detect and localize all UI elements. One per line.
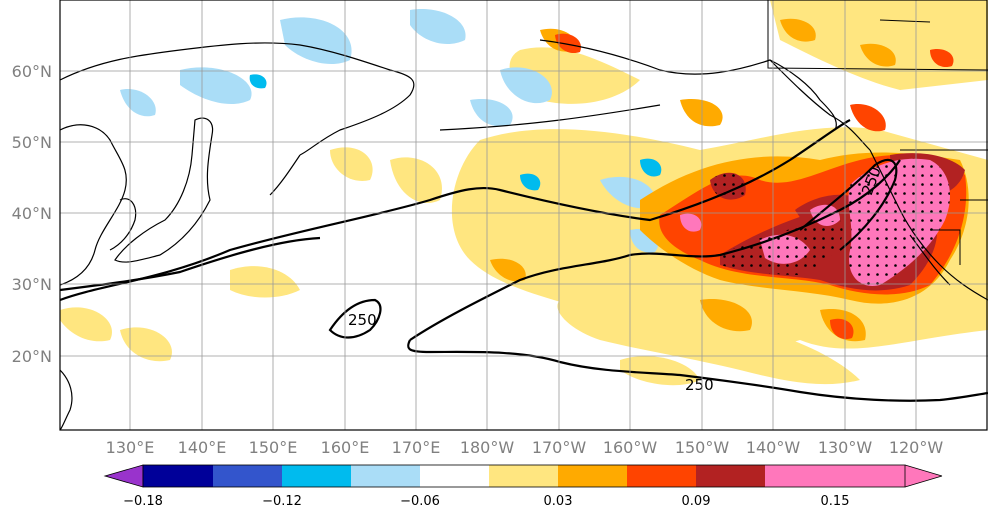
colorbar-tick-label: 0.15 (821, 494, 850, 509)
lon-label-160w: 160°W (603, 438, 658, 457)
plot-frame (59, 0, 988, 431)
contour-line-labels: 250 250 250 (348, 164, 885, 394)
lon-label-170w: 170°W (532, 438, 587, 457)
political-boundaries (767, 0, 988, 265)
colorbar-segment (627, 465, 696, 487)
coastlines (60, 39, 988, 430)
colorbar-segment (765, 465, 835, 487)
colorbar-tick-label: 0.09 (682, 494, 711, 509)
contour-label-250-west: 250 (348, 311, 377, 329)
colorbar-segment (213, 465, 282, 487)
lon-label-130e: 130°E (106, 438, 155, 457)
colorbar-frame (142, 464, 906, 488)
longitude-labels: 130°E 140°E 150°E 160°E 170°E 180°W 170°… (106, 438, 944, 457)
colorbar-tick-label: −0.12 (262, 494, 302, 509)
lon-label-140w: 140°W (746, 438, 801, 457)
latitude-labels: 60°N 50°N 40°N 30°N 20°N (12, 62, 52, 366)
anomaly-shading (60, 0, 988, 386)
lat-label-30n: 30°N (12, 275, 52, 294)
mid-negative-areas (249, 74, 662, 191)
gridlines (60, 0, 988, 430)
colorbar-tick-label: −0.18 (123, 494, 163, 509)
colorbar: −0.18 −0.12 −0.06 0.03 0.09 0.15 (103, 464, 943, 509)
lon-label-150w: 150°W (675, 438, 730, 457)
lat-label-50n: 50°N (12, 133, 52, 152)
significance-stippling (710, 158, 950, 286)
lon-label-140e: 140°E (178, 438, 227, 457)
colorbar-segment (282, 465, 351, 487)
lat-label-20n: 20°N (12, 347, 52, 366)
lon-label-120w: 120°W (889, 438, 944, 457)
colorbar-segment (489, 465, 558, 487)
contour-label-250-south: 250 (685, 376, 714, 394)
lon-label-160e: 160°E (321, 438, 370, 457)
colorbar-segment (143, 465, 213, 487)
colorbar-tick-label: 0.03 (544, 494, 573, 509)
colorbar-tick-label: −0.06 (400, 494, 440, 509)
colorbar-segment (696, 465, 765, 487)
lon-label-130w: 130°W (818, 438, 873, 457)
colorbar-segment (558, 465, 627, 487)
lon-label-170e: 170°E (392, 438, 441, 457)
lon-label-150e: 150°E (249, 438, 298, 457)
geopotential-contours (60, 119, 988, 402)
lat-label-60n: 60°N (12, 62, 52, 81)
colorbar-segment (420, 465, 489, 487)
lat-label-40n: 40°N (12, 204, 52, 223)
colorbar-segment (351, 465, 420, 487)
colorbar-min-arrow (103, 464, 144, 488)
lon-label-180w: 180°W (460, 438, 515, 457)
